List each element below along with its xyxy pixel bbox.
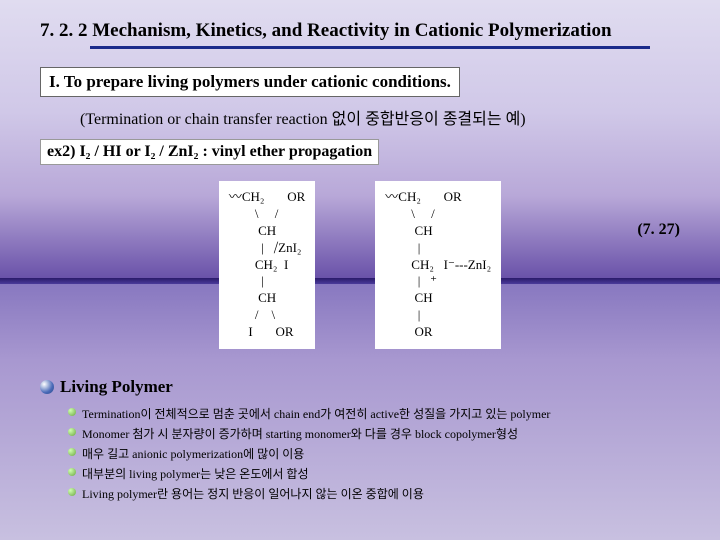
bullet-text: Termination이 전체적으로 멈춘 곳에서 chain end가 여전히… bbox=[82, 405, 550, 422]
globe-icon bbox=[40, 380, 54, 394]
section-title: 7. 2. 2 Mechanism, Kinetics, and Reactiv… bbox=[40, 20, 680, 42]
subsection-box: I. To prepare living polymers under cati… bbox=[40, 67, 460, 97]
bullet-text: 매우 길고 anionic polymerization에 많이 이용 bbox=[82, 445, 304, 462]
equation-number: (7. 27) bbox=[637, 221, 680, 239]
list-item: Living polymer란 용어는 정지 반응이 일어나지 않는 이온 중합… bbox=[68, 485, 680, 502]
list-item: 매우 길고 anionic polymerization에 많이 이용 bbox=[68, 445, 680, 462]
bullet-icon bbox=[68, 488, 76, 496]
bullet-icon bbox=[68, 448, 76, 456]
ex2-prefix: ex2) bbox=[47, 143, 75, 160]
title-underline bbox=[90, 46, 650, 49]
list-item: 대부분의 living polymer는 낮은 온도에서 합성 bbox=[68, 465, 680, 482]
bullet-icon bbox=[68, 468, 76, 476]
chem-structure-2: 〰CH₂ OR \ / CH | CH₂ I⁻---ZnI₂ | ⁺ CH | … bbox=[375, 181, 501, 349]
chem-structure-1: 〰CH₂ OR \ / CH | ⧸ZnI₂ CH₂ I | CH / \ I … bbox=[219, 181, 315, 349]
list-item: Termination이 전체적으로 멈춘 곳에서 chain end가 여전히… bbox=[68, 405, 680, 422]
bullet-text: Monomer 첨가 시 분자량이 증가하며 starting monomer와… bbox=[82, 425, 518, 442]
list-item: Monomer 첨가 시 분자량이 증가하며 starting monomer와… bbox=[68, 425, 680, 442]
bullet-list: Termination이 전체적으로 멈춘 곳에서 chain end가 여전히… bbox=[68, 405, 680, 502]
ex2-body: I₂ / HI or I₂ / ZnI₂ : vinyl ether propa… bbox=[75, 143, 372, 160]
living-polymer-title: Living Polymer bbox=[60, 377, 173, 397]
bullet-text: Living polymer란 용어는 정지 반응이 일어나지 않는 이온 중합… bbox=[82, 485, 424, 502]
bullet-icon bbox=[68, 408, 76, 416]
example-box: ex2) I₂ / HI or I₂ / ZnI₂ : vinyl ether … bbox=[40, 139, 379, 165]
living-polymer-heading: Living Polymer bbox=[40, 377, 680, 397]
bullet-icon bbox=[68, 428, 76, 436]
bullet-text: 대부분의 living polymer는 낮은 온도에서 합성 bbox=[82, 465, 309, 482]
subsection-note: (Termination or chain transfer reaction … bbox=[80, 105, 680, 129]
chemistry-row: 〰CH₂ OR \ / CH | ⧸ZnI₂ CH₂ I | CH / \ I … bbox=[40, 181, 680, 349]
